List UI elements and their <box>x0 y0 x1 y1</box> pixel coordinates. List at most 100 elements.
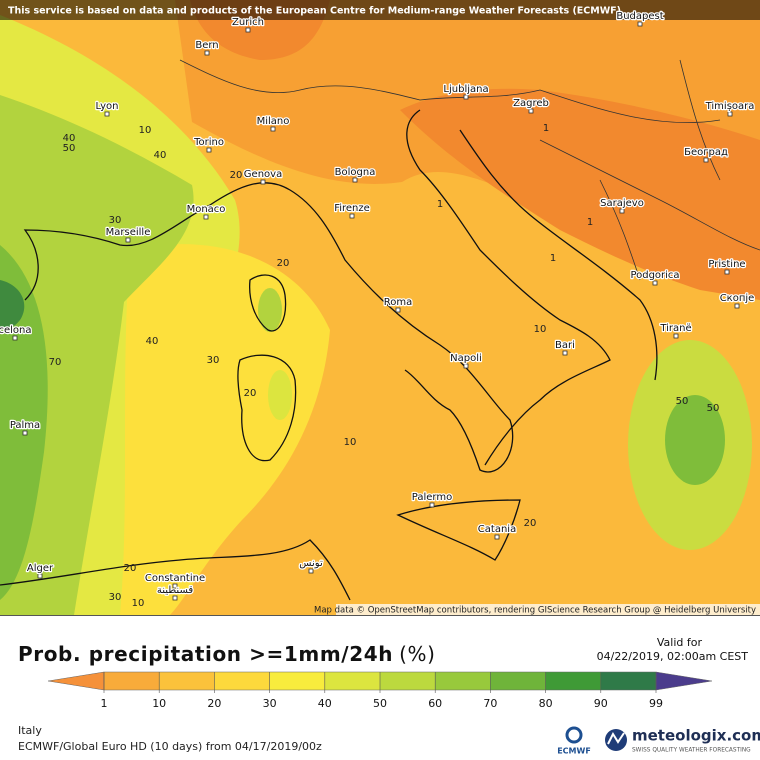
contour-label: 50 <box>676 396 689 407</box>
brand: meteologix.com <box>632 727 760 745</box>
city-label: Београд <box>684 147 728 158</box>
colorbar-tick-label: 90 <box>594 697 608 710</box>
colorbar-segment <box>435 672 491 690</box>
city-label: Lyon <box>95 101 118 112</box>
colorbar-segment <box>214 672 270 690</box>
city-label: Catania <box>478 524 516 535</box>
city-label: Genova <box>244 169 282 180</box>
contour-label: 10 <box>534 324 547 335</box>
valid-label: Valid for <box>657 636 703 649</box>
city-label: Alger <box>27 563 54 574</box>
contour-label: 30 <box>207 355 220 366</box>
colorbar-segment <box>600 672 656 690</box>
colorbar-tick-label: 10 <box>152 697 166 710</box>
city-label: Napoli <box>450 353 482 364</box>
ecmwf-logo <box>565 726 583 744</box>
zone-sardinia <box>268 370 292 420</box>
coastline-france <box>23 204 211 301</box>
contour-label: 20 <box>230 170 243 181</box>
zone-0 <box>400 88 760 301</box>
city-label: Скопје <box>720 292 755 304</box>
city-dot <box>562 350 568 356</box>
contour-label: 1 <box>543 123 549 134</box>
city-dot <box>494 534 500 540</box>
colorbar-segment <box>159 672 215 690</box>
zone-70 <box>0 245 48 600</box>
city-dot <box>528 108 534 114</box>
city-label: Timișoara <box>705 101 755 112</box>
city-label: Torino <box>193 137 224 148</box>
contour-label: 40 <box>146 336 159 347</box>
title: Prob. precipitation >=1mm/24h (%) <box>18 642 436 666</box>
city-dot <box>637 21 643 27</box>
city-label: Bern <box>195 40 218 51</box>
colorbar-tick-label: 70 <box>483 697 497 710</box>
colorbar-segment <box>104 672 160 690</box>
city-label: Podgorica <box>630 270 679 281</box>
city-label: Bari <box>555 340 575 351</box>
colorbar-tick-label: 60 <box>428 697 442 710</box>
coastline-adriatic <box>459 129 658 381</box>
coastline-sicily <box>396 499 521 561</box>
attribution-bg <box>336 604 760 615</box>
colorbar: 1 10 20 30 40 50 60 70 80 90 99 <box>47 671 713 710</box>
title-text: Prob. precipitation >=1mm/24h <box>18 642 393 666</box>
city-label: Monaco <box>187 204 226 215</box>
city-label: Sarajevo <box>600 198 644 209</box>
zone-20 <box>120 244 330 615</box>
city-dot <box>12 335 18 341</box>
city-label: Pristine <box>708 259 745 270</box>
valid-time: 04/22/2019, 02:00am CEST <box>597 650 749 663</box>
city-dot <box>37 573 43 579</box>
contour-label: 20 <box>124 563 137 574</box>
city-label: تونس <box>299 558 323 569</box>
zone-90 <box>0 280 25 330</box>
cities: Zurich Bern Lyon Torino Milano Genova Bologna F… <box>0 10 756 601</box>
notice: This service is based on data and produc… <box>8 6 621 17</box>
city-dot <box>125 237 131 243</box>
contour-label: 70 <box>49 357 62 368</box>
city-dot <box>395 307 401 313</box>
contour-label: 10 <box>139 125 152 136</box>
contour-label: 10 <box>132 598 145 609</box>
city-dot <box>724 269 730 275</box>
city-dot <box>172 583 178 589</box>
city-label: Milano <box>257 116 290 127</box>
contour-label: 50 <box>707 403 720 414</box>
colorbar-tick-label: 99 <box>649 697 663 710</box>
attribution: Map data © OpenStreetMap contributors, r… <box>314 606 756 616</box>
coastline-sardinia <box>237 354 297 462</box>
contour-label: 1 <box>550 253 556 264</box>
colorbar-tick-label: 1 <box>101 697 108 710</box>
zone-corsica <box>258 288 282 332</box>
city-dot <box>206 147 212 153</box>
colorbar-over <box>655 671 713 691</box>
city-dot <box>203 214 209 220</box>
colorbar-tick-label: 30 <box>263 697 277 710</box>
contour-label: 20 <box>524 518 537 529</box>
colorbar-segment <box>324 672 380 690</box>
colorbar-tick-label: 50 <box>373 697 387 710</box>
city-label: Tiranë <box>659 323 691 334</box>
city-dot <box>260 179 266 185</box>
city-dot <box>270 126 276 132</box>
city-dot <box>104 111 110 117</box>
colorbar-tick-label: 40 <box>318 697 332 710</box>
model-run: ECMWF/Global Euro HD (10 days) from 04/1… <box>18 740 322 753</box>
city-dot <box>308 568 314 574</box>
contour-label: 10 <box>344 437 357 448</box>
contour-label: 40 <box>63 133 76 144</box>
city-dot <box>619 208 625 214</box>
zone-70-greece <box>665 395 725 485</box>
city-label: Bologna <box>335 167 376 178</box>
city-dot <box>349 213 355 219</box>
coastline-italy <box>209 109 611 473</box>
colorbar-segment <box>269 672 325 690</box>
city-label: Budapest <box>616 11 663 22</box>
colorbar-under <box>47 671 105 691</box>
map: This service is based on data and produc… <box>0 0 760 616</box>
contour-label: 40 <box>154 150 167 161</box>
notice-banner <box>0 0 760 20</box>
contour-label: 20 <box>244 388 257 399</box>
